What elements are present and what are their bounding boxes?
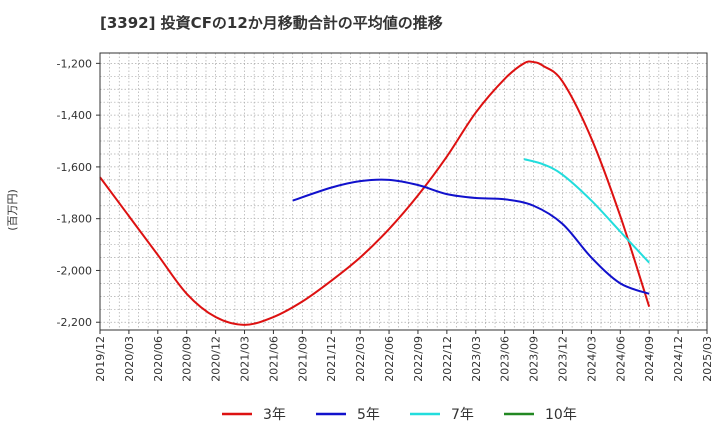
x-tick-label: 2019/12 [94,336,107,382]
x-tick-label: 2022/12 [441,336,454,382]
x-tick-label: 2023/12 [556,336,569,382]
series-line-3年 [99,60,651,326]
series-line-7年 [523,158,650,264]
x-tick-label: 2021/06 [267,336,280,382]
series-lines [99,60,651,326]
x-tick-label: 2024/09 [643,336,656,382]
y-tick-labels: -1,200 -1,400 -1,600 -1,800 -2,000 -2,200 [57,57,100,329]
x-tick-label: 2020/06 [152,336,165,382]
legend-label-10年: 10年 [545,407,577,423]
x-tick-label: 2024/03 [585,336,598,382]
x-tick-label: 2025/03 [701,336,714,382]
x-tick-labels: 2019/12 2020/03 2020/06 2020/09 2020/12 2021/… [94,330,714,382]
grid-lines [99,53,708,330]
x-tick-label: 2022/06 [383,336,396,382]
y-tick-label: -1,600 [57,161,92,174]
x-tick-label: 2020/12 [210,336,223,382]
x-tick-label: 2024/12 [672,336,685,382]
x-tick-label: 2020/03 [123,336,136,382]
y-tick-label: -2,200 [57,316,92,329]
x-tick-label: 2023/06 [499,336,512,382]
chart-title: [3392] 投資CFの12か月移動合計の平均値の推移 [100,14,443,32]
legend-label-7年: 7年 [451,407,474,423]
legend-label-5年: 5年 [357,407,380,423]
x-tick-label: 2024/06 [614,336,627,382]
x-tick-label: 2023/03 [470,336,483,382]
y-tick-label: -1,800 [57,213,92,226]
y-tick-label: -2,000 [57,264,92,277]
x-tick-label: 2023/09 [528,336,541,382]
x-tick-label: 2021/12 [325,336,338,382]
plot-frame [99,52,708,331]
x-tick-label: 2021/03 [239,336,252,382]
legend-label-3年: 3年 [263,407,286,423]
y-tick-label: -1,200 [57,57,92,70]
x-tick-label: 2020/09 [181,336,194,382]
x-tick-label: 2021/09 [296,336,309,382]
series-line-5年 [292,178,650,295]
legend: 3年 5年 7年 10年 [222,407,577,423]
x-tick-label: 2022/03 [354,336,367,382]
y-tick-label: -1,400 [57,109,92,122]
x-tick-label: 2022/09 [412,336,425,382]
